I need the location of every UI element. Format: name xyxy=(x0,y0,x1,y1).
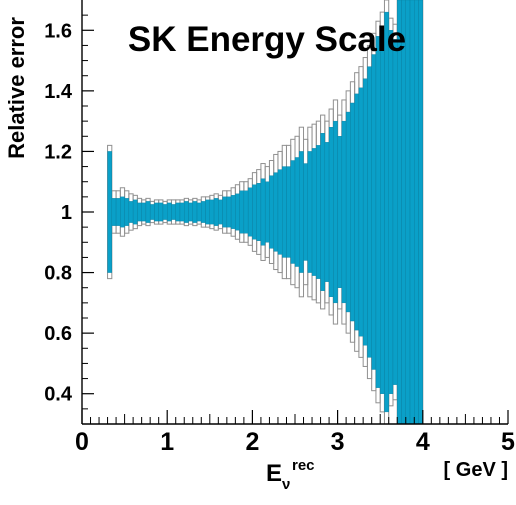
fill-bin xyxy=(371,54,377,370)
fill-bin xyxy=(107,151,113,273)
y-tick-label: 1.2 xyxy=(44,141,72,163)
fill-bin xyxy=(269,175,274,249)
fill-bin xyxy=(247,187,253,237)
fill-bin xyxy=(277,169,283,255)
fill-bin xyxy=(243,190,249,234)
fill-bin xyxy=(192,201,198,223)
fill-bin xyxy=(260,178,266,246)
fill-bin xyxy=(414,0,419,425)
fill-bin xyxy=(120,196,125,228)
x-axis-label-sup: rec xyxy=(292,457,315,474)
fill-bin xyxy=(141,202,147,222)
x-tick-label: 4 xyxy=(416,428,430,456)
fill-bin xyxy=(124,198,130,226)
fill-bin xyxy=(128,201,134,223)
y-tick-label: 0.8 xyxy=(44,263,72,285)
fill-bin xyxy=(132,199,138,225)
fill-bin xyxy=(201,201,206,223)
fill-bin xyxy=(179,202,185,222)
fill-bin xyxy=(226,196,232,228)
y-tick-label: 1 xyxy=(61,202,72,224)
x-axis-unit: [ GeV ] xyxy=(444,459,508,481)
y-axis-ticks: 0.4 0.6 0.8 1 1.2 1.4 1.6 xyxy=(44,14,94,410)
fill-bin xyxy=(111,198,117,226)
fill-bin xyxy=(149,204,155,220)
chart-title: SK Energy Scale xyxy=(128,20,406,59)
fill-bin xyxy=(158,202,164,222)
x-axis-label-main: E xyxy=(266,460,282,487)
fill-bin xyxy=(290,160,296,264)
fill-bin xyxy=(166,202,172,222)
fill-bin xyxy=(218,199,223,225)
fill-bin xyxy=(282,166,287,258)
fill-bin xyxy=(380,30,385,394)
fill-bin xyxy=(362,78,368,346)
fill-bin xyxy=(184,201,189,223)
fill-bin xyxy=(115,198,121,226)
fill-bin xyxy=(162,204,168,220)
x-tick-label: 5 xyxy=(501,428,515,456)
y-tick-label: 0.4 xyxy=(44,384,73,406)
fill-bin xyxy=(299,151,304,273)
fill-bin xyxy=(188,202,193,222)
fill-bin xyxy=(222,196,228,228)
fill-bin xyxy=(213,198,219,226)
fill-bin xyxy=(252,184,257,240)
fill-bin xyxy=(324,142,330,282)
y-tick-label: 1.6 xyxy=(44,20,72,42)
y-tick-label: 1.4 xyxy=(44,81,73,103)
fill-bin xyxy=(303,163,308,261)
fill-bin xyxy=(367,66,372,358)
x-tick-label: 1 xyxy=(160,428,174,456)
fill-bin xyxy=(175,202,181,222)
fill-bin xyxy=(256,183,262,241)
fill-bin xyxy=(405,0,411,425)
fill-bin xyxy=(205,199,210,225)
fill-bin xyxy=(375,36,381,388)
fill-bin xyxy=(328,126,334,298)
fill-bin xyxy=(337,136,343,288)
fill-bin xyxy=(311,148,317,276)
fill-bin xyxy=(418,0,424,425)
fill-bin xyxy=(392,39,398,385)
fill-bin xyxy=(235,193,240,231)
fill-bin xyxy=(273,172,279,252)
fill-bin xyxy=(397,0,402,425)
x-axis-label: E ν rec xyxy=(266,457,315,493)
fill-bin xyxy=(333,120,338,304)
fill-bin xyxy=(384,11,389,413)
fill-bin xyxy=(388,30,394,394)
fill-bin xyxy=(196,202,202,222)
x-tick-label: 3 xyxy=(331,428,345,456)
fill-bin xyxy=(307,151,313,273)
fill-bin xyxy=(171,204,176,220)
fill-bin xyxy=(345,111,351,313)
fill-bin xyxy=(137,202,142,222)
y-tick-label: 0.6 xyxy=(44,323,72,345)
x-tick-label: 2 xyxy=(245,428,259,456)
fill-bin xyxy=(209,199,215,225)
fill-bin xyxy=(316,145,321,279)
fill-bin xyxy=(286,166,291,258)
fill-bin xyxy=(230,195,236,229)
fill-bin xyxy=(409,0,415,425)
fill-bin xyxy=(239,190,245,234)
x-tick-label: 0 xyxy=(75,428,89,456)
fill-bin xyxy=(320,133,326,291)
x-axis-label-sub: ν xyxy=(282,476,290,493)
fill-bin xyxy=(341,120,347,304)
x-axis-ticks: 0 1 2 3 4 5 xyxy=(75,410,515,456)
fill-bin xyxy=(350,102,355,322)
fill-bin xyxy=(264,181,270,243)
y-axis-label: Relative error xyxy=(4,17,29,159)
fill-bin xyxy=(358,87,364,337)
fill-bin xyxy=(401,0,406,425)
fill-bin xyxy=(154,202,159,222)
filled-band xyxy=(107,0,424,425)
fill-bin xyxy=(354,93,360,331)
fill-bin xyxy=(145,201,151,223)
fill-bin xyxy=(294,157,300,267)
